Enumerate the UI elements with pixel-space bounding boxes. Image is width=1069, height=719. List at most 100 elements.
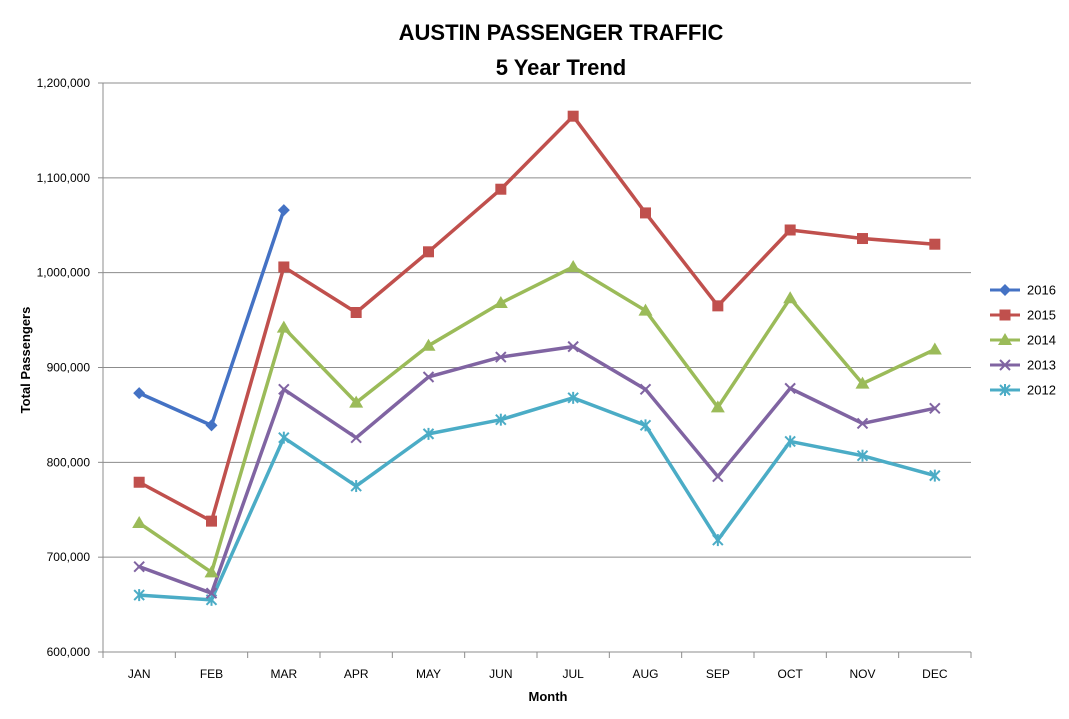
legend-label: 2015 (1027, 308, 1056, 323)
data-point-2012 (350, 480, 362, 493)
x-tick-label: APR (344, 667, 369, 681)
x-axis-label: Month (529, 689, 568, 704)
data-point-2015 (929, 238, 941, 250)
x-tick-label: OCT (777, 667, 803, 681)
series-2013 (133, 340, 941, 599)
data-point-2013 (205, 587, 218, 599)
data-point-2016 (205, 419, 218, 432)
data-point-2015 (857, 233, 868, 245)
data-point-2014 (855, 376, 870, 389)
data-point-2012 (567, 391, 579, 404)
x-tick-label: AUG (632, 667, 658, 681)
data-point-2014 (638, 303, 653, 316)
data-point-2015 (495, 183, 507, 195)
x-tick-label: MAR (270, 667, 297, 681)
series-line-2014 (137, 265, 937, 575)
data-point-2014 (566, 259, 581, 272)
data-point-2015 (567, 110, 579, 122)
y-tick-label: 800,000 (47, 455, 91, 469)
data-point-2013 (784, 382, 796, 395)
legend-marker (999, 284, 1011, 296)
y-tick-label: 1,200,000 (37, 76, 91, 90)
y-tick-label: 900,000 (47, 361, 91, 375)
data-point-2015 (133, 476, 145, 488)
y-axis-label: Total Passengers (18, 307, 33, 414)
data-point-2014 (927, 342, 942, 355)
data-point-2015 (423, 246, 434, 258)
data-point-2013 (712, 470, 724, 483)
data-point-2012 (856, 449, 869, 462)
series-line-2012 (137, 396, 937, 602)
legend-label: 2016 (1027, 283, 1056, 298)
data-point-2013 (929, 402, 941, 414)
plot-area: 600,000 700,000 800,000 900,000 1,000,000 1,1… (37, 76, 972, 681)
legend-item-2014: 2014 (990, 333, 1056, 348)
data-point-2015 (712, 300, 724, 312)
data-point-2013 (278, 383, 290, 396)
data-point-2013 (567, 340, 579, 353)
legend-label: 2013 (1027, 358, 1056, 373)
data-point-2014 (132, 516, 147, 529)
x-tick-label: JUN (489, 667, 512, 681)
legend-item-2012: 2012 (990, 383, 1056, 398)
legend-item-2015: 2015 (990, 308, 1056, 323)
data-point-2013 (639, 383, 652, 396)
x-tick-label: NOV (849, 667, 875, 681)
data-point-2012 (784, 435, 796, 448)
series-2014 (132, 259, 942, 578)
data-point-2012 (278, 431, 290, 444)
data-point-2014 (710, 400, 725, 413)
y-tick-label: 1,100,000 (37, 171, 91, 185)
legend-marker (999, 309, 1011, 321)
series-2012 (133, 391, 941, 606)
x-tick-label: SEP (706, 667, 730, 681)
data-point-2014 (349, 395, 364, 408)
data-point-2016 (277, 204, 290, 217)
data-point-2015 (784, 224, 796, 236)
data-point-2016 (133, 387, 146, 400)
y-tick-label: 700,000 (47, 550, 91, 564)
x-tick-label: FEB (200, 667, 223, 681)
data-point-2013 (495, 351, 507, 363)
x-tick-label: MAY (416, 667, 441, 681)
series-2015 (133, 110, 941, 527)
legend-label: 2014 (1027, 333, 1056, 348)
data-point-2012 (422, 427, 435, 440)
legend-item-2016: 2016 (990, 283, 1056, 298)
series-line-2013 (137, 344, 937, 595)
legend-marker (999, 384, 1011, 396)
chart-subtitle: 5 Year Trend (496, 55, 626, 80)
data-point-2013 (350, 431, 362, 444)
data-point-2014 (783, 291, 798, 304)
data-point-2012 (495, 413, 507, 426)
data-point-2012 (712, 534, 724, 547)
data-point-2013 (133, 560, 145, 573)
legend: 2016 2015 2014 2013 2012 (990, 283, 1056, 398)
x-tick-label: JUL (562, 667, 584, 681)
data-point-2012 (639, 419, 652, 432)
data-point-2014 (204, 565, 219, 578)
data-point-2013 (422, 371, 435, 383)
y-tick-label: 600,000 (47, 645, 91, 659)
legend-marker (998, 333, 1012, 345)
x-tick-label: DEC (922, 667, 948, 681)
y-tick-label: 1,000,000 (37, 266, 91, 280)
series-line-2016 (137, 208, 286, 428)
data-point-2015 (350, 306, 362, 318)
data-point-2015 (640, 207, 651, 219)
x-tick-label: JAN (128, 667, 151, 681)
data-point-2015 (278, 261, 290, 273)
data-point-2013 (856, 417, 869, 430)
chart-title: AUSTIN PASSENGER TRAFFIC (399, 20, 724, 45)
legend-marker (999, 359, 1011, 371)
data-point-2012 (133, 589, 145, 602)
legend-label: 2012 (1027, 383, 1056, 398)
data-point-2014 (421, 338, 436, 351)
data-point-2014 (493, 296, 508, 309)
data-point-2014 (276, 320, 291, 333)
legend-item-2013: 2013 (990, 358, 1056, 373)
data-point-2012 (929, 469, 941, 482)
series-line-2015 (137, 114, 937, 523)
data-point-2015 (206, 515, 217, 527)
